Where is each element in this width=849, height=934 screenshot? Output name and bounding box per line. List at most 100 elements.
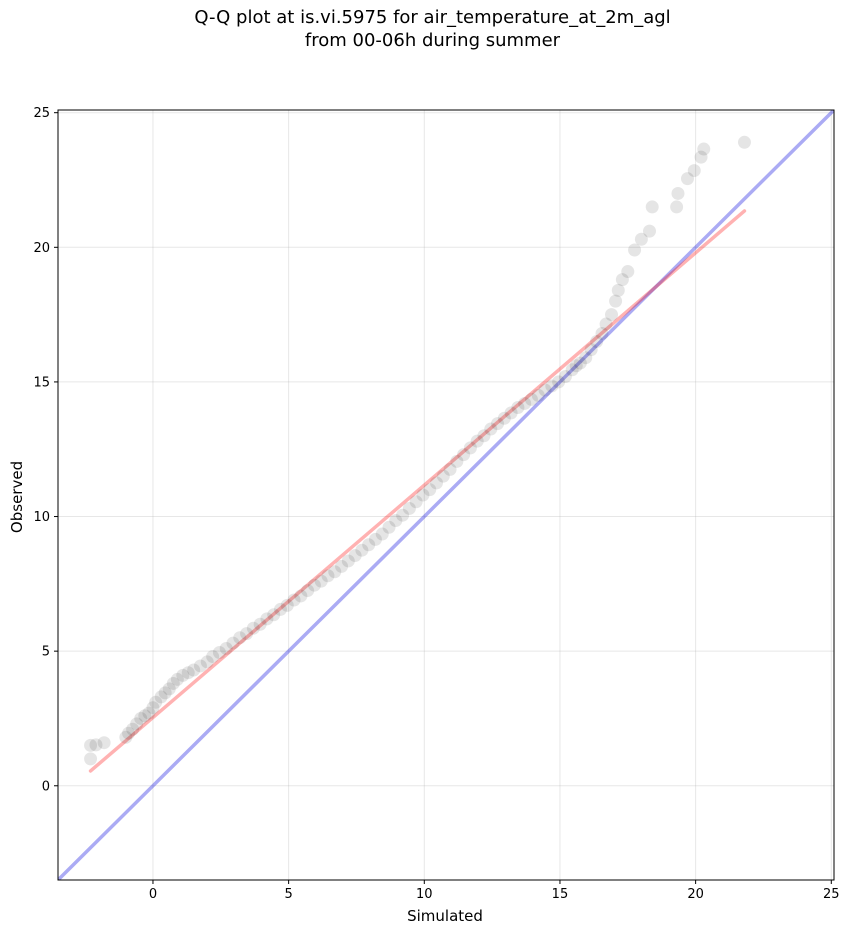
data-point xyxy=(341,554,355,568)
data-point xyxy=(176,668,190,682)
data-point xyxy=(321,569,335,583)
reference-lines xyxy=(58,110,834,880)
data-point xyxy=(206,650,220,664)
data-point xyxy=(579,351,593,365)
data-point xyxy=(538,383,552,397)
data-point xyxy=(89,738,103,752)
data-point xyxy=(246,621,260,635)
data-point xyxy=(187,663,201,677)
data-point xyxy=(382,520,396,534)
data-point xyxy=(615,273,629,287)
x-tick-label: 20 xyxy=(687,887,704,902)
data-point xyxy=(267,608,281,622)
data-point xyxy=(573,356,587,370)
data-point xyxy=(200,655,214,669)
x-tick-label: 15 xyxy=(552,887,569,902)
plot-frame xyxy=(57,109,835,881)
data-point xyxy=(694,150,708,164)
data-point xyxy=(470,434,484,448)
chart-title: Q-Q plot at is.vi.5975 for air_temperatu… xyxy=(0,6,849,52)
data-point xyxy=(416,488,430,502)
data-point xyxy=(477,429,491,443)
y-tick-label: 20 xyxy=(33,241,50,256)
data-point xyxy=(402,501,416,515)
data-point xyxy=(130,717,144,731)
data-point xyxy=(122,726,136,740)
y-tick-label: 10 xyxy=(33,510,50,525)
data-point xyxy=(273,602,287,616)
data-point xyxy=(450,454,464,468)
data-point xyxy=(590,335,604,349)
data-point xyxy=(642,224,656,238)
x-axis-label: Simulated xyxy=(407,907,483,925)
chart-title-line-2: from 00-06h during summer xyxy=(304,30,561,51)
x-tick-label: 0 xyxy=(149,887,157,902)
data-point xyxy=(158,686,172,700)
data-point xyxy=(511,401,525,414)
data-point xyxy=(287,593,301,607)
y-tick-label: 25 xyxy=(33,106,50,121)
data-point xyxy=(162,682,176,696)
data-point xyxy=(307,578,321,592)
data-point xyxy=(142,706,156,720)
data-point xyxy=(126,722,140,736)
data-point xyxy=(737,135,751,149)
data-point xyxy=(545,379,559,393)
chart-title-line-1: Q-Q plot at is.vi.5975 for air_temperatu… xyxy=(194,7,671,28)
data-point xyxy=(671,186,685,200)
data-point xyxy=(645,200,659,214)
data-point xyxy=(181,666,195,680)
data-point xyxy=(605,308,619,322)
data-point xyxy=(355,543,369,557)
x-tick-label: 10 xyxy=(416,887,433,902)
data-point xyxy=(595,326,609,340)
y-tick-label: 0 xyxy=(42,779,50,794)
data-point xyxy=(584,343,598,357)
y-axis-label: Observed xyxy=(8,461,26,533)
data-point xyxy=(134,711,148,725)
data-point xyxy=(119,730,133,744)
data-point xyxy=(430,476,444,490)
data-point xyxy=(226,636,240,650)
data-point xyxy=(149,695,163,709)
data-point xyxy=(362,538,376,552)
data-point xyxy=(409,495,423,509)
fit-line xyxy=(88,209,747,773)
data-point xyxy=(84,752,98,766)
data-point xyxy=(97,736,111,750)
data-point xyxy=(569,359,583,373)
data-point xyxy=(396,508,410,522)
data-point xyxy=(348,549,362,563)
x-tick-label: 25 xyxy=(823,887,840,902)
data-point xyxy=(193,659,207,673)
data-point xyxy=(436,469,450,483)
data-point xyxy=(611,283,625,297)
data-point xyxy=(294,589,308,603)
data-point xyxy=(240,627,254,641)
data-point xyxy=(558,370,572,384)
identity-line xyxy=(58,110,834,880)
data-point xyxy=(368,532,382,546)
data-point xyxy=(138,709,152,723)
data-point xyxy=(680,172,694,186)
data-point xyxy=(491,417,505,431)
data-point xyxy=(423,483,437,497)
data-point xyxy=(697,142,711,156)
data-point xyxy=(84,738,98,752)
data-point xyxy=(621,265,635,279)
data-point xyxy=(504,406,518,420)
data-point xyxy=(463,441,477,455)
data-point xyxy=(146,701,160,715)
data-point xyxy=(599,317,613,331)
data-point xyxy=(497,411,511,425)
scatter-points xyxy=(84,135,751,766)
data-point xyxy=(219,641,233,655)
data-point xyxy=(565,363,579,377)
axes: 0 5 10 15 20 25 0 5 10 15 20 25 xyxy=(33,106,839,902)
data-point xyxy=(634,232,648,246)
data-point xyxy=(260,612,274,626)
data-point xyxy=(328,565,342,579)
data-point xyxy=(154,690,168,704)
data-point xyxy=(280,598,294,612)
